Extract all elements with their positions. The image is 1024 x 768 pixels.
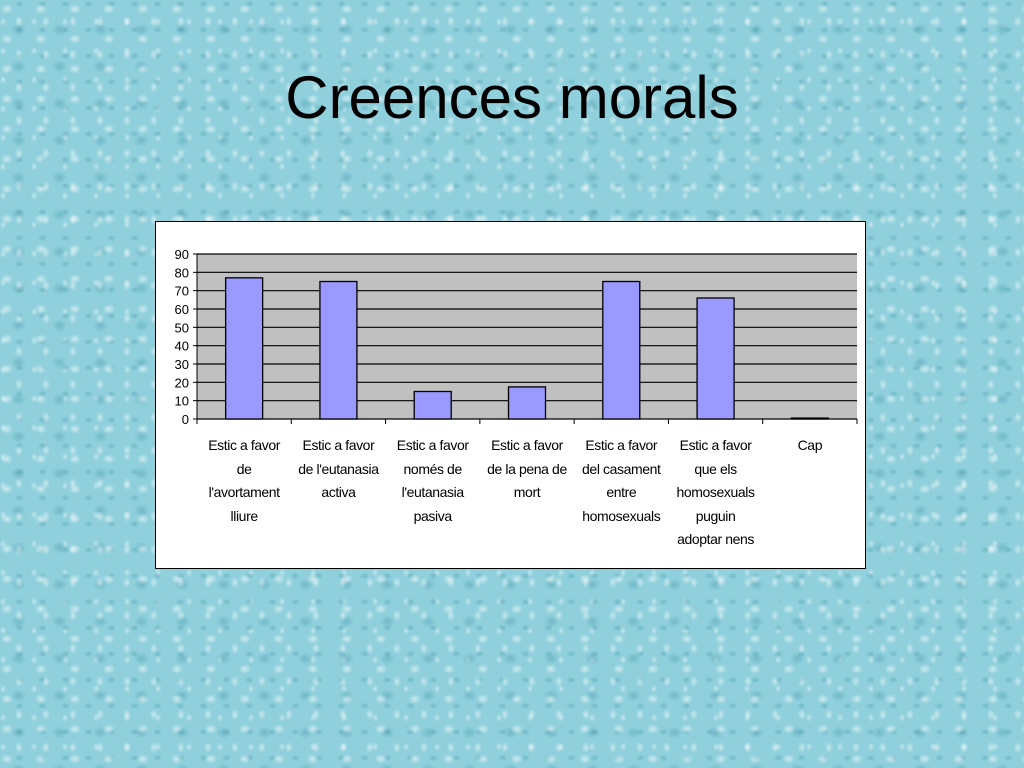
x-category-label-line: de la pena de	[487, 460, 567, 477]
x-category-label: Estic a favor de la pena de mort	[481, 434, 573, 505]
x-category-label-line: de	[236, 460, 252, 477]
bar-1	[224, 277, 264, 420]
y-tick-label: 90	[175, 247, 189, 262]
x-category-label: Estic a favor que els homosexuals puguin ado…	[670, 434, 762, 552]
y-tick-label: 80	[175, 265, 189, 280]
x-category-label-line: activa	[321, 484, 356, 500]
chart-canvas: 0 10 20 30 40 50 60 70 80 90	[175, 247, 858, 427]
x-category-label-line: només de	[403, 460, 463, 477]
bar-chart: 0 10 20 30 40 50 60 70 80 90 Estic a favor de l'avo…	[155, 221, 866, 569]
x-category-label-line: del casament	[582, 460, 661, 477]
x-category-label-line: l'eutanasia	[401, 484, 465, 500]
x-category-label-line: homosexuals	[582, 507, 661, 524]
y-tick-label: 10	[175, 394, 189, 409]
bar-2	[319, 280, 358, 420]
x-category-label-line: Estic a favor	[208, 437, 281, 453]
x-category-label-line: lliure	[230, 507, 259, 524]
y-tick-label: 20	[175, 375, 189, 390]
y-tick-label: 40	[175, 339, 189, 354]
x-category-label-line: pasiva	[413, 507, 452, 524]
x-category-label: Cap	[764, 434, 856, 458]
x-category-label-line: puguin	[695, 507, 736, 524]
x-category-label-line: de l'eutanasia	[298, 460, 379, 477]
x-category-label-line: Estic a favor	[491, 437, 563, 453]
y-tick-label: 0	[182, 412, 189, 427]
x-category-label-line: entre	[606, 484, 637, 500]
y-tick-label: 70	[175, 284, 189, 299]
x-category-label: Estic a favor de l'eutanasia activa	[292, 434, 384, 505]
x-category-label-line: adoptar nens	[677, 531, 755, 547]
x-category-label-line: Estic a favor	[302, 437, 375, 453]
x-category-label-line: Estic a favor	[396, 437, 469, 453]
x-category-label: Estic a favor només de l'eutanasia pasiva	[387, 434, 479, 528]
x-category-label: Estic a favor de l'avortament lliure	[198, 434, 290, 528]
x-category-label-line: homosexuals	[676, 484, 755, 500]
x-category-label-line: Estic a favor	[585, 437, 658, 453]
bar-6	[696, 297, 735, 420]
x-category-label-line: que els	[694, 460, 737, 477]
x-category-label-line: mort	[513, 484, 541, 500]
bar-7	[790, 417, 830, 420]
x-category-label-line: Estic a favor	[679, 437, 752, 453]
bar-5	[602, 280, 641, 420]
bar-4	[507, 386, 547, 420]
slide-title: Creences morals	[285, 64, 739, 131]
y-tick-label: 60	[175, 302, 189, 317]
bar-3	[413, 390, 452, 420]
y-tick-label: 50	[175, 320, 189, 335]
x-category-label-line: Cap	[797, 437, 823, 453]
y-tick-label: 30	[175, 357, 189, 372]
x-category-label: Estic a favor del casament entre homosexual…	[575, 434, 667, 528]
x-category-label-line: l'avortament	[208, 484, 280, 500]
